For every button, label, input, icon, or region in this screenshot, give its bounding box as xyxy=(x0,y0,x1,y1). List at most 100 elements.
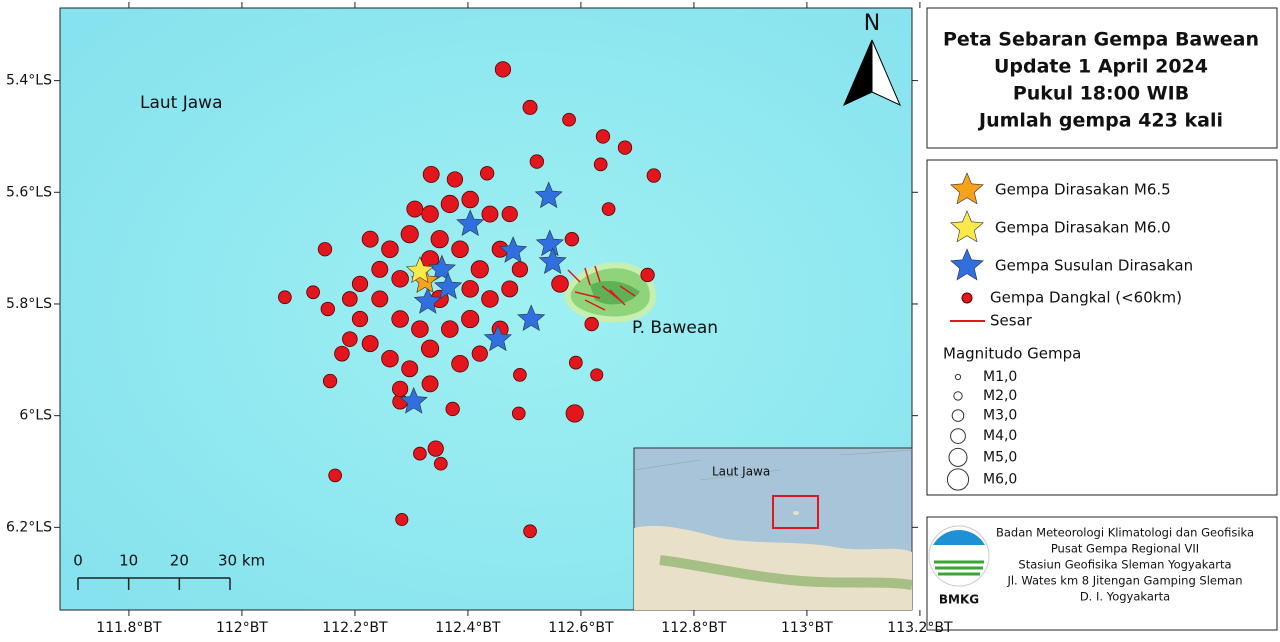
x-tick-label: 113.2°BT xyxy=(887,620,953,636)
felt-star xyxy=(538,247,567,275)
epicenter xyxy=(406,200,424,218)
agency-line: D. I. Yogyakarta xyxy=(1080,590,1170,604)
legend-size xyxy=(946,468,970,491)
data-layer xyxy=(278,61,661,539)
epicenter xyxy=(391,310,409,328)
felt-star xyxy=(535,229,564,257)
faults xyxy=(567,265,636,311)
felt-star xyxy=(534,181,563,209)
bmkg-logo: BMKG xyxy=(928,525,990,607)
epicenter xyxy=(595,129,611,144)
agency-line: Badan Meteorologi Klimatologi dan Geofis… xyxy=(996,526,1254,540)
legend-size xyxy=(951,409,965,422)
legend-label: Gempa Dirasakan M6.5 xyxy=(995,181,1171,199)
agency-line: Stasiun Geofisika Sleman Yogyakarta xyxy=(1018,558,1231,572)
epicenter xyxy=(590,368,604,382)
epicenter xyxy=(451,240,469,259)
inset-label: Laut Jawa xyxy=(712,465,770,479)
x-tick-label: 111.8°BT xyxy=(96,620,162,636)
epicenter xyxy=(501,205,518,223)
legend-size xyxy=(954,373,962,381)
epicenter xyxy=(568,355,583,370)
epicenter xyxy=(584,316,599,332)
scale-label: 10 xyxy=(119,552,138,570)
x-tick-label: 112°BT xyxy=(216,620,268,636)
inset-map: Laut Jawa xyxy=(633,447,913,611)
epicenter xyxy=(361,230,379,248)
north-arrow: N xyxy=(843,11,901,107)
epicenter xyxy=(511,261,529,278)
x-tick-label: 112.8°BT xyxy=(661,620,727,636)
epicenter xyxy=(400,225,419,244)
epicenter xyxy=(421,205,439,223)
legend-size-label: M1,0 xyxy=(983,369,1017,385)
epicenter xyxy=(381,240,399,259)
epicenter xyxy=(306,285,320,300)
epicenter xyxy=(371,260,389,278)
legend-label: Sesar xyxy=(990,312,1033,330)
epicenter xyxy=(564,232,580,247)
epicenter xyxy=(420,339,440,358)
x-tick-label: 112.2°BT xyxy=(322,620,388,636)
legend-size-label: M4,0 xyxy=(983,428,1017,444)
epicenter xyxy=(461,309,480,329)
title-line: Pukul 18:00 WIB xyxy=(1013,83,1189,105)
epicenter xyxy=(413,446,427,461)
x-tick-label: 113°BT xyxy=(781,620,833,636)
epicenter xyxy=(640,267,655,283)
felt-star xyxy=(499,236,528,263)
agency-line: Jl. Wates km 8 Jitengan Gamping Sleman xyxy=(1006,574,1242,588)
epicenter xyxy=(551,275,569,293)
epicenter xyxy=(446,171,464,188)
agency-line: Pusat Gempa Regional VII xyxy=(1051,542,1199,556)
epicenter xyxy=(646,168,661,183)
epicenter xyxy=(565,404,584,423)
epicenter xyxy=(441,320,459,338)
legend-size xyxy=(950,428,966,445)
scale-label: 20 xyxy=(170,552,189,570)
epicenter xyxy=(392,380,409,397)
epicenter xyxy=(440,194,459,214)
epicenter xyxy=(522,99,538,115)
epicenter xyxy=(391,270,409,288)
y-tick-label: 5.8°LS xyxy=(6,296,52,312)
epicenter xyxy=(494,61,512,78)
title: Peta Sebaran Gempa Bawean Update 1 April … xyxy=(943,29,1259,132)
epicenter xyxy=(317,242,333,257)
epicenter xyxy=(342,291,358,307)
epicenter xyxy=(481,290,499,308)
legend: Gempa Dirasakan M6.5 Gempa Dirasakan M6.0… xyxy=(943,172,1193,491)
epicenter xyxy=(461,280,479,298)
y-tick-label: 6.2°LS xyxy=(6,519,52,535)
legend-size-label: M3,0 xyxy=(983,408,1017,424)
scale-bar: 0 10 20 30 km xyxy=(73,552,265,590)
north-label: N xyxy=(864,11,880,36)
epicenter xyxy=(381,349,399,368)
epicenter xyxy=(422,165,440,183)
scale-label: 0 xyxy=(73,552,83,570)
felt-star xyxy=(456,209,485,237)
epicenter xyxy=(334,345,350,362)
epicenter xyxy=(471,345,488,362)
epicenter xyxy=(427,440,444,457)
epicenter xyxy=(278,290,292,305)
epicenter xyxy=(430,230,449,249)
epicenter xyxy=(401,360,419,378)
legend-box xyxy=(926,159,1278,496)
epicenter xyxy=(461,190,479,209)
epicenter xyxy=(342,331,358,347)
epicenter xyxy=(451,354,469,373)
java xyxy=(634,525,912,610)
epicenter xyxy=(617,140,633,155)
legend-size-label: M2,0 xyxy=(983,388,1017,404)
inset-extent xyxy=(772,495,819,529)
epicenter xyxy=(513,368,527,382)
felt-star xyxy=(434,272,463,300)
epicenter xyxy=(421,375,439,393)
x-tick-label: 112.4°BT xyxy=(435,620,501,636)
map-body xyxy=(278,61,661,539)
legend-label: Gempa Dirasakan M6.0 xyxy=(995,219,1171,237)
epicenter xyxy=(445,401,460,417)
epicenter xyxy=(481,205,499,223)
